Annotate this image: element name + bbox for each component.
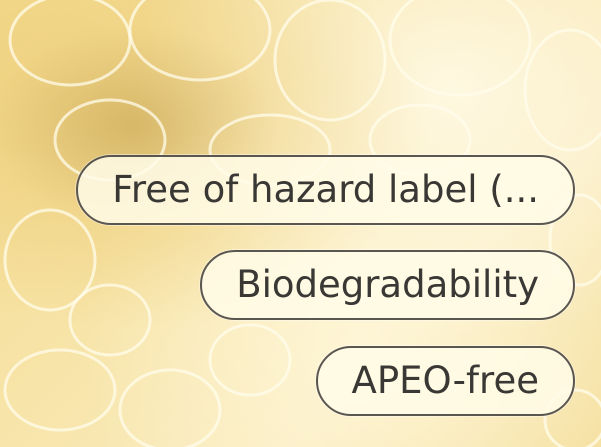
feature-label: APEO-free: [316, 346, 575, 416]
feature-label: Free of hazard label (...: [76, 155, 575, 225]
feature-card: Free of hazard label (... Biodegradabili…: [0, 0, 601, 447]
feature-label: Biodegradability: [200, 250, 575, 320]
